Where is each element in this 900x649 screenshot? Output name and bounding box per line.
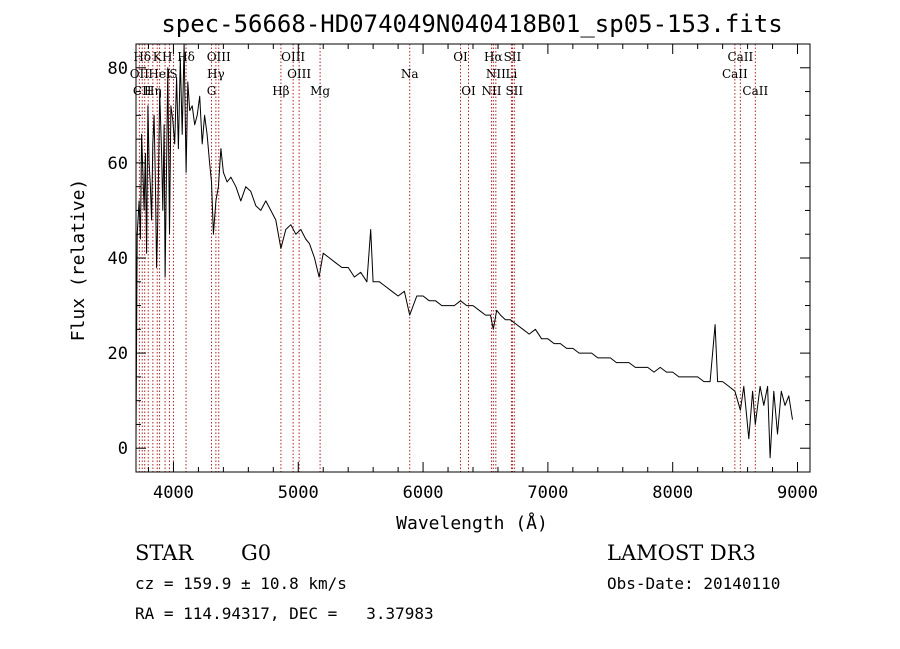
x-tick-label-5: 9000 xyxy=(777,483,818,503)
axes-frame xyxy=(135,43,811,473)
y-tick-label-0: 0 xyxy=(118,439,128,459)
y-tick-label-2: 40 xyxy=(108,249,128,269)
marker-label-26: SII xyxy=(505,84,523,98)
survey-name: LAMOST DR3 xyxy=(607,541,756,565)
marker-label-17: Li xyxy=(506,67,518,81)
marker-label-25: NII xyxy=(481,84,501,98)
marker-label-9: CaII xyxy=(727,50,753,64)
x-tick-label-1: 5000 xyxy=(278,483,319,503)
plot-area xyxy=(135,43,793,459)
object-class: STAR xyxy=(135,541,194,565)
marker-label-27: CaII xyxy=(742,84,768,98)
marker-label-8: SII xyxy=(504,50,522,64)
marker-label-14: OIII xyxy=(287,67,311,81)
obs-date-text: Obs-Date: 20140110 xyxy=(607,574,780,593)
marker-label-4: OIII xyxy=(207,50,231,64)
marker-label-22: Hβ xyxy=(272,84,289,98)
marker-label-3: Hδ xyxy=(177,50,195,64)
chart-title: spec-56668-HD074049N040418B01_sp05-153.f… xyxy=(161,10,782,38)
marker-label-10: OII xyxy=(130,67,150,81)
marker-label-21: G xyxy=(207,84,217,98)
marker-label-19: CII xyxy=(133,84,152,98)
marker-label-15: Na xyxy=(401,67,419,81)
object-subclass: G0 xyxy=(241,541,271,565)
x-tick-label-4: 8000 xyxy=(652,483,693,503)
marker-label-23: Mg xyxy=(310,84,330,98)
marker-label-0: Hδ xyxy=(133,50,151,64)
y-tick-label-4: 80 xyxy=(108,59,128,79)
marker-label-16: NII xyxy=(486,67,506,81)
x-tick-label-2: 6000 xyxy=(403,483,444,503)
x-tick-label-3: 7000 xyxy=(527,483,568,503)
marker-label-20: Hη xyxy=(144,84,162,98)
marker-label-7: Hα xyxy=(484,50,503,64)
spectrum-line xyxy=(135,43,793,459)
y-tick-label-3: 60 xyxy=(108,154,128,174)
marker-label-13: Hγ xyxy=(207,67,225,81)
x-tick-label-0: 4000 xyxy=(153,483,194,503)
y-tick-label-1: 20 xyxy=(108,344,128,364)
marker-label-12: S xyxy=(169,67,177,81)
marker-label-18: CaII xyxy=(722,67,748,81)
y-axis-label: Flux (relative) xyxy=(68,179,89,342)
coords-text: RA = 114.94317, DEC = 3.37983 xyxy=(135,604,434,623)
axes: 4000 5000 6000 7000 8000 9000 0 20 40 60 80 xyxy=(108,43,818,503)
x-axis-label: Wavelength (Å) xyxy=(396,512,548,534)
marker-label-1: K xyxy=(153,50,163,64)
marker-label-11: HeI xyxy=(148,67,171,81)
marker-label-6: OI xyxy=(453,50,468,64)
marker-label-2: H xyxy=(162,50,172,64)
redshift-text: cz = 159.9 ± 10.8 km/s xyxy=(135,574,347,593)
marker-label-5: OIII xyxy=(281,50,305,64)
marker-label-24: OI xyxy=(461,84,476,98)
